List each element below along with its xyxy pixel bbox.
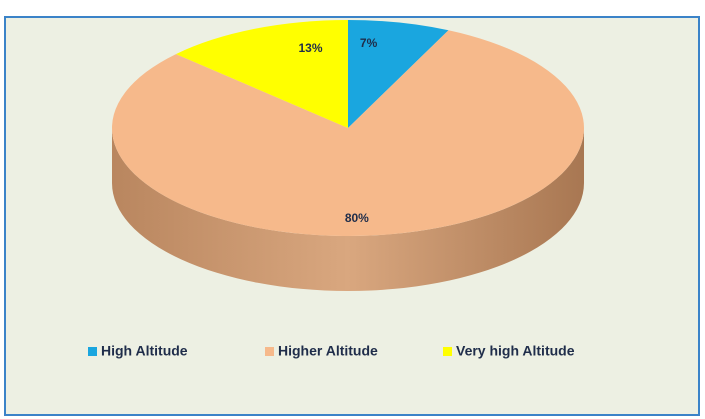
legend-label: Very high Altitude: [456, 343, 575, 359]
pie-slice: [348, 20, 449, 128]
legend: High Altitude Higher Altitude Very high Al…: [88, 343, 575, 359]
data-label: 13%: [298, 41, 322, 55]
legend-label: Higher Altitude: [278, 343, 378, 359]
pie-slice: [175, 20, 348, 128]
pie: 7% 80% 13%: [111, 20, 584, 291]
pie-side: [112, 128, 584, 291]
legend-swatch: [88, 347, 97, 356]
legend-label: High Altitude: [101, 343, 188, 359]
pie-slice: [111, 30, 584, 236]
legend-swatch: [443, 347, 452, 356]
data-label: 7%: [360, 36, 378, 50]
data-label: 80%: [345, 211, 369, 225]
legend-swatch: [265, 347, 274, 356]
